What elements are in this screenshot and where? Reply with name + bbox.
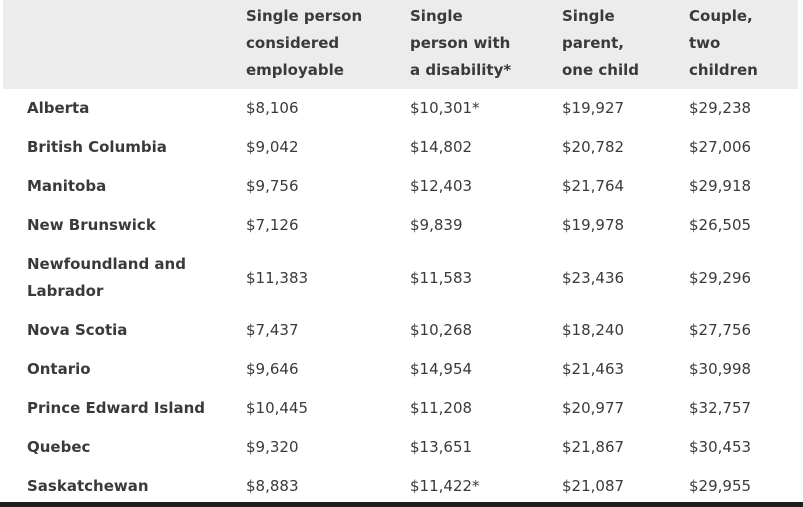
value-cell: $29,238 <box>689 99 752 117</box>
value-cell: $8,106 <box>246 99 299 117</box>
province-cell: Prince Edward Island <box>3 389 246 428</box>
value-cell: $11,383 <box>246 268 309 287</box>
value-cell: $9,839 <box>410 216 463 234</box>
province-name: Ontario <box>27 360 91 378</box>
table-row: Ontario $9,646 $14,954 $21,463 $30,998 <box>3 350 798 389</box>
header-single-disability: Single person with a disability* <box>410 0 562 89</box>
header-line: parent, <box>562 34 624 52</box>
province-name: Saskatchewan <box>27 477 149 495</box>
province-cell: New Brunswick <box>3 206 246 245</box>
value-cell: $11,583 <box>410 268 473 287</box>
value-cell: $8,883 <box>246 477 299 495</box>
table-row: Quebec $9,320 $13,651 $21,867 $30,453 <box>3 428 798 467</box>
value-cell: $14,954 <box>410 360 473 378</box>
value-cell: $7,126 <box>246 216 299 234</box>
value-cell: $10,268 <box>410 321 473 339</box>
value-cell: $19,927 <box>562 99 625 117</box>
header-line: Couple, <box>689 7 753 25</box>
value-cell: $12,403 <box>410 177 473 195</box>
header-single-parent: Single parent, one child <box>562 0 689 89</box>
table-row: British Columbia $9,042 $14,802 $20,782 … <box>3 128 798 167</box>
value-cell: $10,301* <box>410 99 480 117</box>
value-cell: $13,651 <box>410 438 473 456</box>
value-cell: $21,867 <box>562 438 625 456</box>
province-name: Labrador <box>27 282 104 300</box>
province-name: New Brunswick <box>27 216 156 234</box>
header-line: considered <box>246 34 340 52</box>
province-cell: Nova Scotia <box>3 311 246 350</box>
province-cell: Ontario <box>3 350 246 389</box>
table-row: Newfoundland and Labrador $11,383 $11,58… <box>3 245 798 311</box>
value-cell: $11,208 <box>410 399 473 417</box>
value-cell: $27,006 <box>689 138 752 156</box>
province-cell: Alberta <box>3 89 246 128</box>
value-cell: $20,782 <box>562 138 625 156</box>
value-cell: $29,918 <box>689 177 752 195</box>
province-name: Manitoba <box>27 177 107 195</box>
table-row: Manitoba $9,756 $12,403 $21,764 $29,918 <box>3 167 798 206</box>
value-cell: $29,296 <box>689 268 752 287</box>
province-cell: British Columbia <box>3 128 246 167</box>
province-name: Prince Edward Island <box>27 399 206 417</box>
table-header: Single person considered employable Sing… <box>3 0 798 89</box>
value-cell: $30,998 <box>689 360 752 378</box>
value-cell: $10,445 <box>246 399 309 417</box>
value-cell: $18,240 <box>562 321 625 339</box>
value-cell: $9,042 <box>246 138 299 156</box>
value-cell: $21,764 <box>562 177 625 195</box>
header-line: person with <box>410 34 511 52</box>
province-cell: Newfoundland and Labrador <box>3 245 246 311</box>
value-cell: $23,436 <box>562 268 625 287</box>
header-line: children <box>689 61 758 79</box>
table-row: Prince Edward Island $10,445 $11,208 $20… <box>3 389 798 428</box>
province-name: Quebec <box>27 438 91 456</box>
value-cell: $27,756 <box>689 321 752 339</box>
province-cell: Manitoba <box>3 167 246 206</box>
bottom-edge-bar <box>0 502 803 507</box>
value-cell: $29,955 <box>689 477 752 495</box>
province-name: Nova Scotia <box>27 321 128 339</box>
value-cell: $21,463 <box>562 360 625 378</box>
header-line: Single <box>410 7 463 25</box>
table-row: Saskatchewan $8,883 $11,422* $21,087 $29… <box>3 467 798 506</box>
header-line: a disability* <box>410 61 512 79</box>
header-single-employable: Single person considered employable <box>246 0 410 89</box>
value-cell: $9,320 <box>246 438 299 456</box>
value-cell: $7,437 <box>246 321 299 339</box>
province-name: Alberta <box>27 99 90 117</box>
province-cell: Saskatchewan <box>3 467 246 506</box>
province-cell: Quebec <box>3 428 246 467</box>
table-row: New Brunswick $7,126 $9,839 $19,978 $26,… <box>3 206 798 245</box>
value-cell: $9,646 <box>246 360 299 378</box>
value-cell: $14,802 <box>410 138 473 156</box>
value-cell: $20,977 <box>562 399 625 417</box>
value-cell: $26,505 <box>689 216 752 234</box>
value-cell: $19,978 <box>562 216 625 234</box>
header-line: two <box>689 34 721 52</box>
welfare-income-table-container: Single person considered employable Sing… <box>3 0 798 506</box>
table-row: Nova Scotia $7,437 $10,268 $18,240 $27,7… <box>3 311 798 350</box>
header-line: employable <box>246 61 344 79</box>
province-name: British Columbia <box>27 138 167 156</box>
value-cell: $21,087 <box>562 477 625 495</box>
table-row: Alberta $8,106 $10,301* $19,927 $29,238 <box>3 89 798 128</box>
header-row: Single person considered employable Sing… <box>3 0 798 89</box>
header-line: Single person <box>246 7 363 25</box>
header-couple-children: Couple, two children <box>689 0 798 89</box>
table-body: Alberta $8,106 $10,301* $19,927 $29,238 … <box>3 89 798 506</box>
value-cell: $9,756 <box>246 177 299 195</box>
value-cell: $32,757 <box>689 399 752 417</box>
province-name: Newfoundland and <box>27 255 186 273</box>
header-line: Single <box>562 7 615 25</box>
header-line: one child <box>562 61 639 79</box>
value-cell: $11,422* <box>410 477 480 495</box>
header-province <box>3 0 246 89</box>
value-cell: $30,453 <box>689 438 752 456</box>
welfare-income-table: Single person considered employable Sing… <box>3 0 798 506</box>
